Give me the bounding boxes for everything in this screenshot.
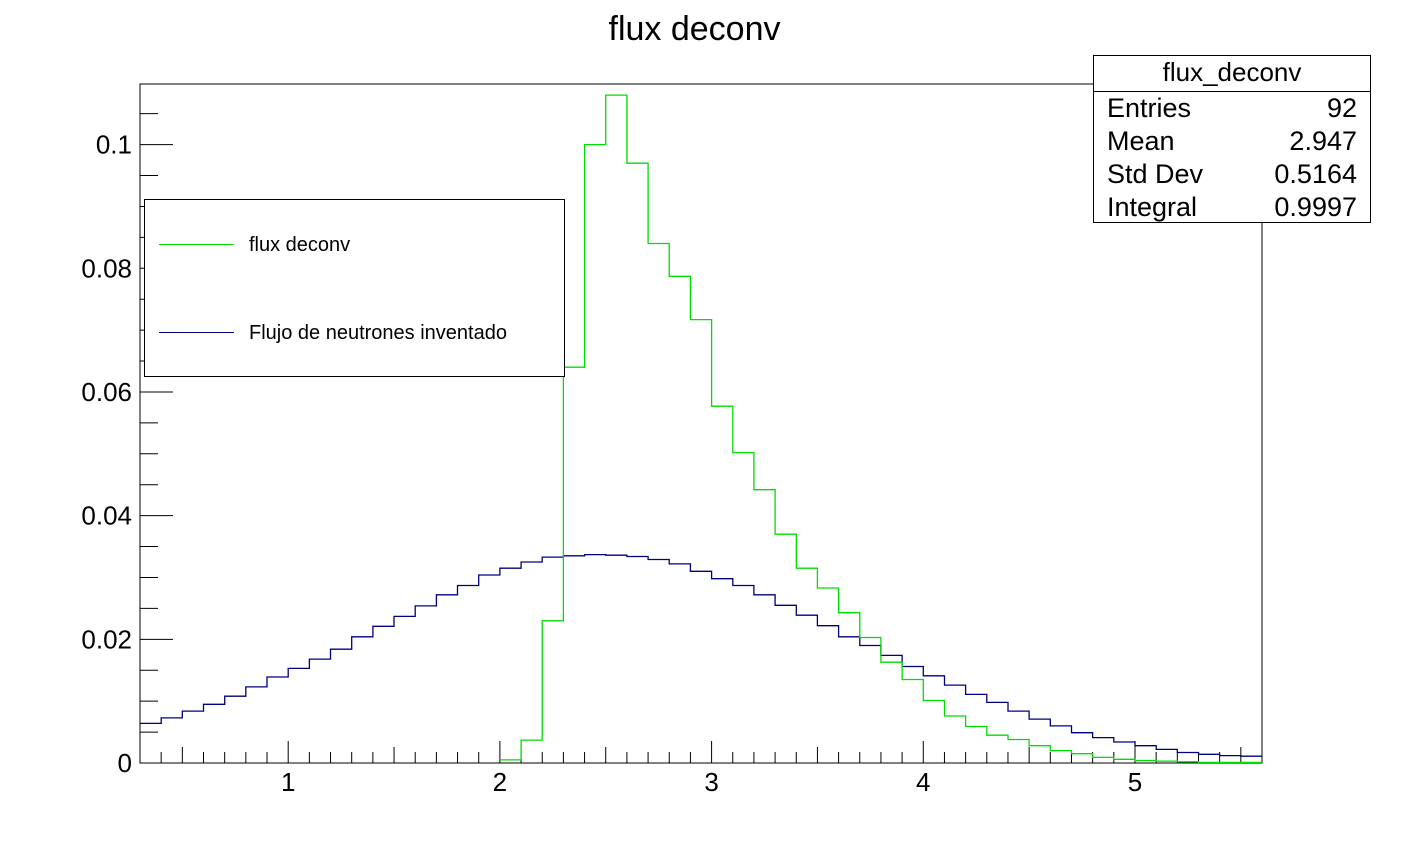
stats-row-mean: Mean 2.947 bbox=[1094, 125, 1370, 158]
y-tick-label: 0.06 bbox=[81, 377, 132, 407]
stats-value: 92 bbox=[1326, 93, 1357, 123]
y-tick-label: 0.08 bbox=[81, 253, 132, 283]
x-tick-label: 4 bbox=[916, 767, 930, 797]
stats-row-entries: Entries 92 bbox=[1094, 92, 1370, 125]
y-tick-label: 0.04 bbox=[81, 501, 132, 531]
stats-value: 0.9997 bbox=[1274, 192, 1357, 222]
stats-key: Integral bbox=[1107, 192, 1198, 222]
legend-label: flux deconv bbox=[249, 234, 351, 256]
axes bbox=[139, 83, 1263, 764]
series-flux-deconv bbox=[499, 94, 1262, 764]
y-tick-label: 0.1 bbox=[96, 130, 132, 160]
y-tick-label: 0 bbox=[118, 748, 132, 778]
legend-swatch bbox=[159, 244, 234, 245]
tick-labels: 0 0.02 0.04 0.06 0.08 0.1 1 2 3 4 5 bbox=[81, 130, 1142, 797]
stats-key: Mean bbox=[1107, 126, 1175, 156]
x-tick-label: 2 bbox=[493, 767, 507, 797]
stats-value: 2.947 bbox=[1289, 126, 1357, 156]
stats-value: 0.5164 bbox=[1274, 159, 1357, 189]
stats-title: flux_deconv bbox=[1094, 56, 1370, 92]
stats-box: flux_deconv Entries 92 Mean 2.947 Std De… bbox=[1093, 55, 1371, 223]
stats-key: Std Dev bbox=[1107, 159, 1204, 189]
stats-key: Entries bbox=[1107, 93, 1192, 123]
y-tick-label: 0.02 bbox=[81, 624, 132, 654]
legend: flux deconv Flujo de neutrones inventado bbox=[144, 199, 565, 377]
x-tick-label: 1 bbox=[281, 767, 295, 797]
legend-swatch bbox=[159, 332, 234, 333]
legend-item: flux deconv bbox=[145, 230, 564, 260]
legend-label: Flujo de neutrones inventado bbox=[249, 322, 507, 344]
chart-title: flux deconv bbox=[608, 10, 781, 48]
x-tick-label: 5 bbox=[1128, 767, 1142, 797]
stats-row-integral: Integral 0.9997 bbox=[1094, 191, 1370, 224]
x-tick-label: 3 bbox=[704, 767, 718, 797]
series-flujo-neutrones bbox=[140, 553, 1262, 757]
plot-frame bbox=[139, 83, 1263, 764]
legend-item: Flujo de neutrones inventado bbox=[145, 318, 564, 348]
stats-row-std-dev: Std Dev 0.5164 bbox=[1094, 158, 1370, 191]
series-layer bbox=[140, 94, 1262, 764]
